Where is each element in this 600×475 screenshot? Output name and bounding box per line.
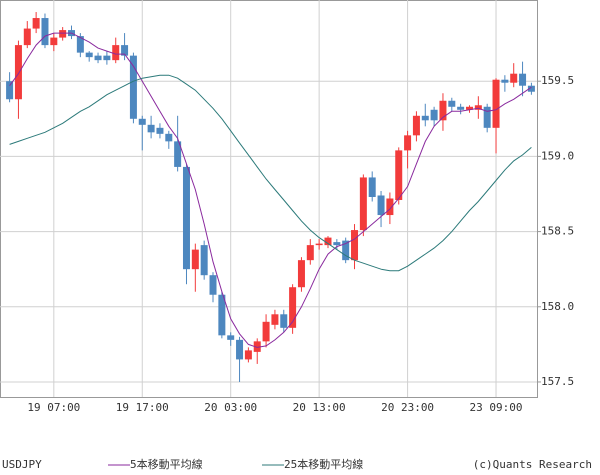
x-tick-label: 19 07:00 xyxy=(27,401,80,414)
y-tick-label: 158.0 xyxy=(541,300,574,313)
candle-body xyxy=(156,127,164,134)
candle-body xyxy=(165,133,173,142)
candle-body xyxy=(386,198,394,216)
moving-average-line xyxy=(9,32,532,348)
candle-body xyxy=(324,237,332,246)
candle-body xyxy=(492,79,500,128)
candle-body xyxy=(182,166,190,270)
legend-label: 5本移動平均線 xyxy=(130,457,203,471)
x-tick-label: 19 17:00 xyxy=(116,401,169,414)
candle-body xyxy=(342,240,350,261)
candle-body xyxy=(430,109,438,121)
candle-body xyxy=(23,28,31,46)
candle-body xyxy=(200,245,208,276)
candle-body xyxy=(85,52,93,58)
candle-body xyxy=(262,321,270,342)
y-tick-label: 157.5 xyxy=(541,375,574,388)
candle-body xyxy=(501,79,509,83)
candle-body xyxy=(333,242,341,246)
candle-body xyxy=(421,115,429,121)
candle-body xyxy=(41,18,49,46)
candle-body xyxy=(439,100,447,121)
candle-body xyxy=(14,45,22,100)
candle-body xyxy=(359,177,367,231)
y-tick-label: 159.5 xyxy=(541,74,574,87)
x-tick-label: 20 23:00 xyxy=(381,401,434,414)
candle-body xyxy=(227,335,235,340)
candle-body xyxy=(76,36,84,53)
candle-body xyxy=(147,124,155,133)
y-tick-label: 158.5 xyxy=(541,225,574,238)
candle-body xyxy=(218,294,226,336)
candle-body xyxy=(412,115,420,136)
candle-body xyxy=(474,105,482,110)
candle-body xyxy=(351,230,359,261)
candle-body xyxy=(209,275,217,295)
candle-body xyxy=(112,45,120,61)
candle-body xyxy=(103,55,111,61)
candle-body xyxy=(6,81,14,100)
candle-body xyxy=(315,243,323,246)
x-tick-label: 20 03:00 xyxy=(204,401,257,414)
candle-body xyxy=(138,118,146,125)
x-tick-label: 23 09:00 xyxy=(470,401,523,414)
y-tick-label: 159.0 xyxy=(541,149,574,162)
symbol: USDJPY xyxy=(2,458,42,471)
candle-body xyxy=(465,106,473,110)
candle-body xyxy=(448,100,456,107)
candle-body xyxy=(306,245,314,261)
candle-body xyxy=(289,287,297,328)
candle-body xyxy=(457,106,465,110)
x-tick-label: 20 13:00 xyxy=(293,401,346,414)
candle-body xyxy=(121,45,129,56)
moving-average-line xyxy=(9,74,532,272)
candle-body xyxy=(368,177,376,197)
candle-body xyxy=(395,150,403,201)
copyright: (c)Quants Research xyxy=(473,458,592,471)
candle-body xyxy=(50,37,58,46)
candle-body xyxy=(174,141,182,167)
candle-body xyxy=(377,195,385,216)
candle-body xyxy=(510,73,518,83)
candle-body xyxy=(280,314,288,328)
candle-body xyxy=(527,85,535,92)
candle-body xyxy=(519,73,527,86)
candle-body xyxy=(483,106,491,128)
candle-body xyxy=(191,249,199,270)
candle-body xyxy=(271,314,279,325)
candle-body xyxy=(59,30,67,38)
candle-body xyxy=(297,260,305,288)
candle-body xyxy=(129,55,137,119)
candle-body xyxy=(244,350,252,360)
candle-body xyxy=(236,339,244,360)
candle-body xyxy=(94,55,102,61)
candle-body xyxy=(32,18,40,29)
candle-body xyxy=(253,341,261,352)
candle-body xyxy=(404,135,412,151)
legend-label: 25本移動平均線 xyxy=(284,457,363,471)
